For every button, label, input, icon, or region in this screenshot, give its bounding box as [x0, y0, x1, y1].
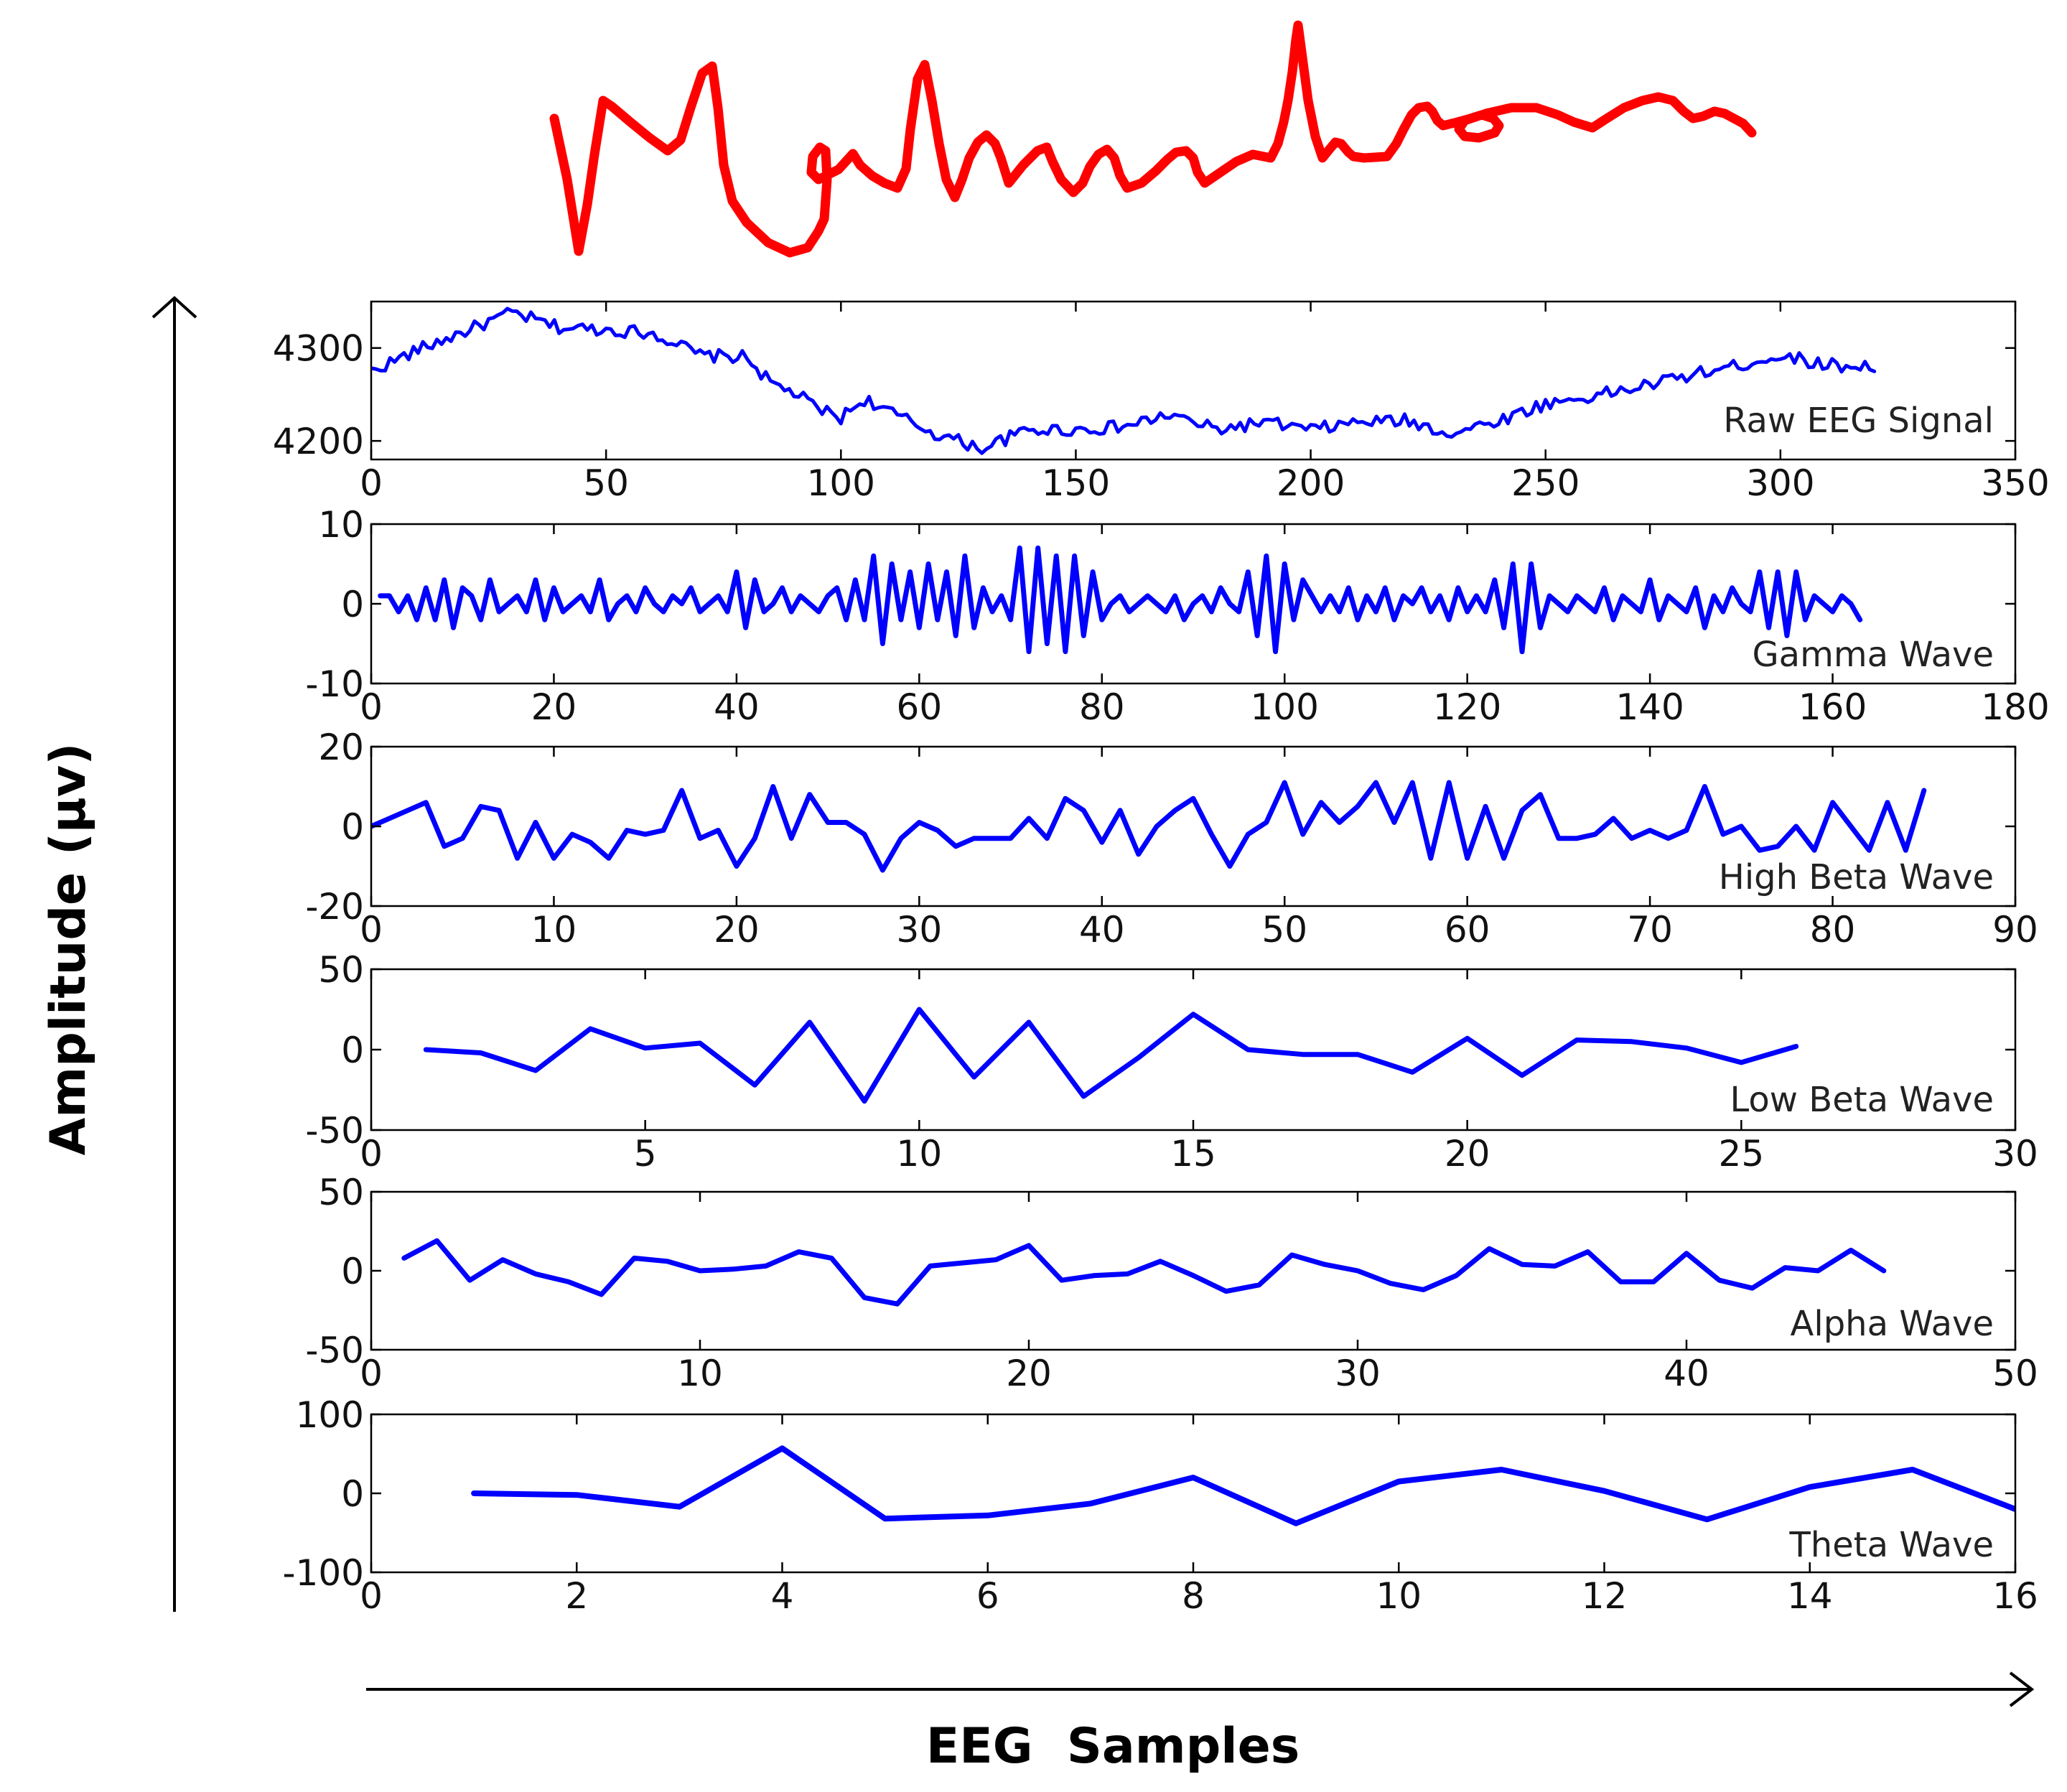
- x-tick-label: 14: [1787, 1575, 1833, 1617]
- x-tick-label: 4: [771, 1575, 794, 1617]
- x-tick-label: 6: [976, 1575, 999, 1617]
- x-tick-label: 90: [1992, 909, 2038, 951]
- y-tick-label: 4300: [273, 328, 364, 370]
- x-tick-label: 2: [565, 1575, 588, 1617]
- x-tick-label: 120: [1433, 686, 1501, 728]
- x-tick-label: 0: [360, 909, 383, 951]
- x-axis-arrow: [366, 1671, 2035, 1707]
- x-tick-label: 20: [1006, 1353, 1052, 1394]
- y-axis-title: Amplitude (µv): [40, 743, 97, 1156]
- y-tick-label: -20: [305, 886, 364, 928]
- y-tick-label: 10: [318, 504, 364, 546]
- alpha-wave-label: Alpha Wave: [1791, 1304, 1994, 1344]
- x-tick-label: 30: [1335, 1353, 1381, 1394]
- x-tick-label: 20: [531, 686, 577, 728]
- x-tick-label: 50: [1992, 1353, 2038, 1394]
- y-axis-arrow: [151, 296, 197, 1612]
- x-tick-label: 10: [897, 1133, 943, 1175]
- x-tick-label: 20: [714, 909, 760, 951]
- x-tick-label: 10: [1376, 1575, 1422, 1617]
- x-tick-label: 40: [714, 686, 760, 728]
- signature-stroke: [549, 20, 1757, 258]
- x-tick-label: 0: [360, 1133, 383, 1175]
- high-beta-wave-label: High Beta Wave: [1719, 857, 1994, 897]
- x-tick-label: 50: [1261, 909, 1307, 951]
- x-tick-label: 160: [1798, 686, 1867, 728]
- theta-wave-frame: [370, 1413, 2017, 1574]
- x-tick-label: 140: [1615, 686, 1684, 728]
- y-tick-label: 20: [318, 727, 364, 768]
- x-tick-label: 80: [1079, 686, 1125, 728]
- x-tick-label: 70: [1627, 909, 1673, 951]
- gamma-wave-line: [378, 545, 1863, 655]
- x-tick-label: 100: [807, 462, 875, 504]
- x-tick-label: 40: [1664, 1353, 1709, 1394]
- x-tick-label: 60: [897, 686, 943, 728]
- y-tick-label: 0: [341, 806, 364, 848]
- raw-eeg-signal-panel: 0 50 100 150 200 250 300 350 4200 4300 Raw EEG Sig…: [273, 300, 2050, 504]
- x-tick-label: 100: [1251, 686, 1319, 728]
- y-tick-label: -50: [305, 1330, 364, 1371]
- x-tick-label: 150: [1042, 462, 1110, 504]
- x-tick-label: 50: [583, 462, 629, 504]
- x-tick-label: 16: [1992, 1575, 2038, 1617]
- low-beta-wave-line: [423, 1007, 1799, 1104]
- y-tick-label: 0: [341, 1251, 364, 1292]
- x-tick-label: 80: [1810, 909, 1856, 951]
- raw-eeg-signal-frame: [370, 300, 2017, 461]
- raw-eeg-signal-line: [371, 307, 1877, 455]
- x-tick-label: 12: [1582, 1575, 1628, 1617]
- theta-wave-line: [471, 1445, 2015, 1526]
- x-tick-label: 30: [1992, 1133, 2038, 1175]
- y-tick-label: 0: [341, 584, 364, 625]
- y-tick-label: 50: [318, 949, 364, 991]
- x-tick-label: 180: [1981, 686, 2049, 728]
- y-tick-label: -50: [305, 1110, 364, 1152]
- gamma-wave-label: Gamma Wave: [1752, 635, 1994, 675]
- y-tick-label: 0: [341, 1473, 364, 1515]
- alpha-wave-frame: [370, 1190, 2017, 1351]
- high-beta-wave-line: [371, 780, 1927, 873]
- x-tick-label: 15: [1170, 1133, 1216, 1175]
- x-tick-label: 0: [360, 1353, 383, 1394]
- signature: [549, 20, 1757, 258]
- theta-wave-label: Theta Wave: [1788, 1525, 1994, 1565]
- x-tick-label: 40: [1079, 909, 1125, 951]
- x-tick-label: 60: [1445, 909, 1490, 951]
- x-tick-label: 10: [531, 909, 577, 951]
- x-axis-title: EEG Samples: [926, 1718, 1300, 1775]
- x-tick-label: 8: [1182, 1575, 1205, 1617]
- low-beta-wave-label: Low Beta Wave: [1730, 1080, 1994, 1120]
- x-tick-label: 10: [677, 1353, 723, 1394]
- x-tick-label: 200: [1277, 462, 1345, 504]
- x-tick-label: 250: [1511, 462, 1580, 504]
- y-tick-label: -100: [283, 1552, 364, 1594]
- x-tick-label: 0: [360, 1575, 383, 1617]
- x-tick-label: 300: [1746, 462, 1814, 504]
- x-tick-label: 25: [1719, 1133, 1765, 1175]
- y-tick-label: 0: [341, 1030, 364, 1071]
- x-tick-label: 30: [897, 909, 943, 951]
- alpha-wave-line: [401, 1238, 1887, 1307]
- y-tick-label: 4200: [273, 421, 364, 462]
- y-tick-label: 50: [318, 1172, 364, 1213]
- x-tick-label: 0: [360, 686, 383, 728]
- x-tick-label: 350: [1981, 462, 2049, 504]
- x-tick-label: 0: [360, 462, 383, 504]
- x-tick-label: 5: [634, 1133, 657, 1175]
- raw-eeg-signal-label: Raw EEG Signal: [1723, 401, 1994, 441]
- y-tick-label: 100: [296, 1394, 364, 1436]
- y-tick-label: -10: [305, 663, 364, 705]
- x-tick-label: 20: [1445, 1133, 1490, 1175]
